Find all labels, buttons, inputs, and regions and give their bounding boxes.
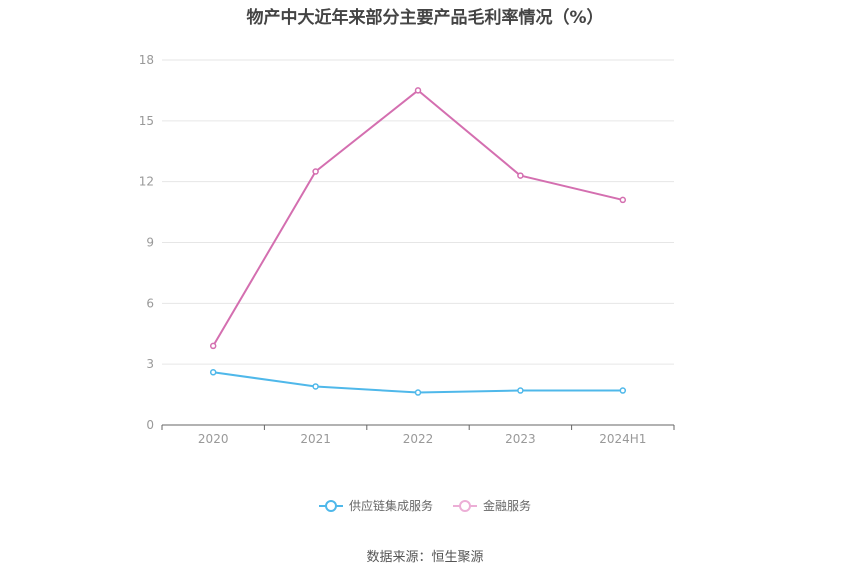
y-tick-label: 12: [139, 175, 154, 189]
y-tick-label: 3: [146, 357, 154, 371]
data-point: [517, 172, 524, 179]
legend: 供应链集成服务 金融服务: [0, 497, 850, 514]
data-point: [517, 387, 524, 394]
legend-swatch-financial: [453, 499, 477, 513]
y-tick-label: 6: [146, 296, 154, 310]
series-line-1: [212, 89, 624, 347]
legend-item-supply-chain[interactable]: 供应链集成服务: [318, 497, 433, 514]
data-source: 数据来源：恒生聚源: [366, 550, 484, 565]
x-tick-label: 2024H1: [599, 432, 646, 446]
axes: 0 3 6 9 12 15 18 2020 2021 2022 2023 2024H1: [139, 53, 675, 446]
x-tick-label: 2021: [300, 432, 331, 446]
y-tick-label: 15: [139, 114, 154, 128]
data-point: [209, 369, 217, 376]
data-point: [209, 342, 217, 350]
data-point: [414, 87, 422, 94]
grid-lines: [162, 59, 674, 365]
legend-swatch-supply-chain: [318, 499, 343, 513]
data-point: [312, 383, 319, 390]
legend-label: 金融服务: [483, 499, 532, 513]
series-layer: [209, 87, 627, 396]
data-point: [312, 168, 319, 175]
legend-label: 供应链集成服务: [348, 499, 433, 513]
x-tick-label: 2022: [403, 432, 434, 446]
y-tick-label: 9: [146, 236, 154, 250]
data-point: [414, 389, 422, 396]
legend-item-financial[interactable]: 金融服务: [453, 497, 531, 514]
x-tick-label: 2020: [198, 432, 229, 446]
data-point: [619, 196, 627, 204]
chart-title: 物产中大近年来部分主要产品毛利率情况（%）: [246, 8, 604, 28]
x-tick-label: 2023: [505, 432, 536, 446]
y-tick-label: 18: [139, 53, 154, 67]
data-point: [619, 387, 627, 394]
y-tick-label: 0: [146, 418, 154, 432]
